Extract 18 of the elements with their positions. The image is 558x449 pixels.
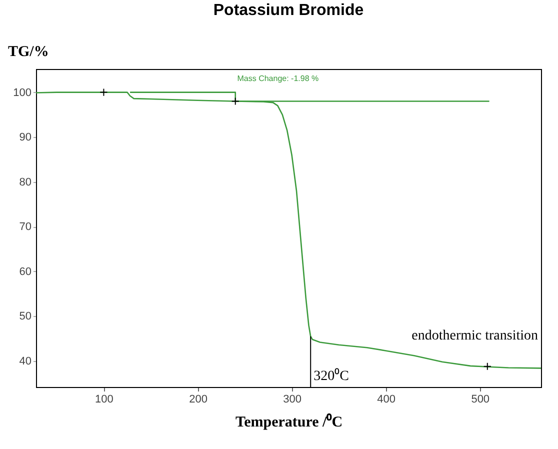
x-tick-label: 200 (189, 394, 208, 406)
y-tick-label: 80 (19, 176, 32, 188)
y-tick-label: 40 (19, 356, 32, 368)
x-tick-label: 100 (95, 394, 114, 406)
x-tick-label: 400 (377, 394, 396, 406)
y-tick-label: 60 (19, 266, 32, 278)
y-axis-title: TG/% (8, 44, 49, 60)
x-tick-label: 300 (283, 394, 302, 406)
x-tick-label: 500 (471, 394, 490, 406)
x-axis-title: Temperature /⁰C (235, 412, 343, 430)
annotation: Mass Change: -1.98 % (237, 74, 319, 83)
y-tick-label: 100 (13, 86, 32, 99)
y-tick-label: 50 (19, 310, 32, 323)
y-tick-label: 70 (19, 221, 32, 234)
annotation: endothermic transition (412, 328, 538, 344)
ref-line-label: 320⁰C (314, 368, 349, 384)
y-tick-label: 90 (19, 132, 32, 144)
chart-title: Potassium Bromide (213, 2, 364, 19)
